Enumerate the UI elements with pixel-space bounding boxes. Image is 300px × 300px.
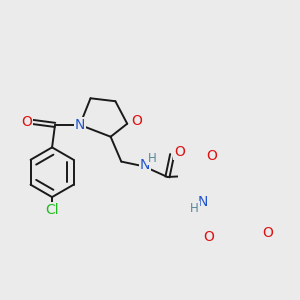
Text: H: H bbox=[190, 202, 199, 215]
Text: H: H bbox=[148, 152, 156, 164]
Text: O: O bbox=[262, 226, 274, 240]
Text: O: O bbox=[21, 115, 32, 129]
Text: O: O bbox=[131, 114, 142, 128]
Text: N: N bbox=[75, 118, 85, 132]
Text: O: O bbox=[206, 149, 217, 163]
Text: O: O bbox=[174, 145, 185, 158]
Text: N: N bbox=[140, 158, 150, 172]
Text: Cl: Cl bbox=[45, 203, 59, 217]
Text: O: O bbox=[203, 230, 214, 244]
Text: N: N bbox=[198, 195, 208, 209]
